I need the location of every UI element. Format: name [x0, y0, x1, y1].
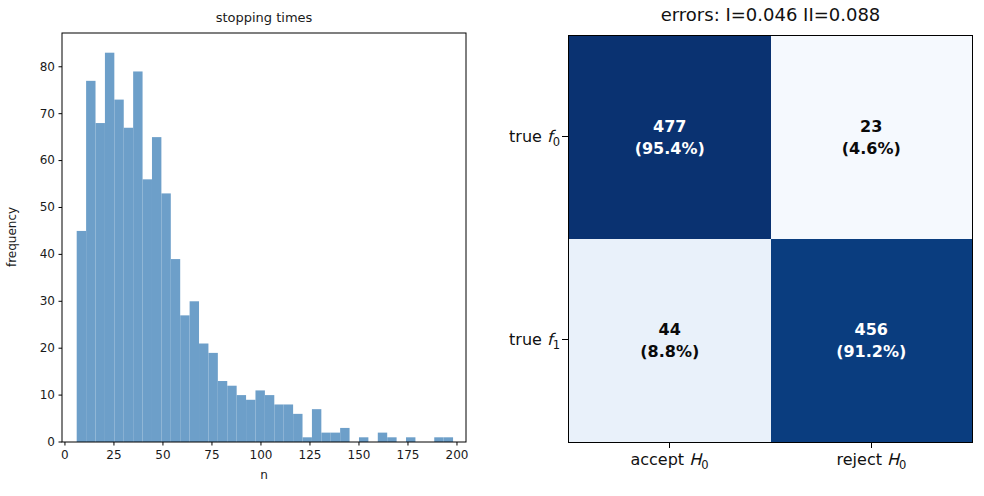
y-tick-label: 10: [40, 388, 55, 402]
confusion-matrix-grid: 477 (95.4%) 23 (4.6%) 44 (8.8%) 456 (91.…: [568, 35, 973, 443]
hist-bar: [124, 128, 133, 442]
hist-bar: [255, 390, 264, 442]
col-label-var: H: [689, 450, 701, 469]
col-label-text: reject: [837, 450, 882, 469]
y-tick-label: 40: [40, 247, 55, 261]
col-label-sub: 0: [899, 458, 906, 472]
hist-bar: [190, 301, 199, 442]
hist-bar: [114, 100, 123, 442]
cell-count: 44: [659, 319, 681, 341]
x-tick-label: 175: [397, 448, 420, 462]
x-axis-ticks: 0 25 50 75 100 125 150 175 200: [61, 442, 468, 462]
x-axis-label: n: [260, 468, 268, 482]
row-label-true-f0: true f0: [450, 126, 560, 148]
hist-bar: [208, 353, 217, 442]
cell-count: 23: [860, 116, 882, 138]
hist-bar: [152, 137, 161, 442]
hist-bar: [218, 381, 227, 442]
hist-bar: [359, 437, 368, 442]
x-tick-label: 50: [155, 448, 170, 462]
hist-bar: [444, 437, 453, 442]
x-tick-label: 75: [204, 448, 219, 462]
col-label-reject-h0: reject H0: [770, 450, 973, 469]
hist-bar: [96, 123, 105, 442]
cell-count: 456: [855, 319, 888, 341]
y-axis-ticks: 0 10 20 30 40 50 60 70 80: [40, 60, 62, 449]
histogram-title: stopping times: [216, 10, 313, 25]
col-label-var: H: [887, 450, 899, 469]
hist-bar: [378, 433, 387, 442]
row-label-text: true: [509, 330, 542, 349]
y-tick-label: 60: [40, 153, 55, 167]
hist-bar: [387, 437, 396, 442]
x-tickmark: [871, 443, 872, 448]
row-label-text: true: [509, 127, 542, 146]
confusion-matrix-title: errors: I=0.046 II=0.088: [568, 4, 973, 25]
figure: 0255075100125150175200 01020304050607080…: [0, 0, 984, 496]
hist-bar: [312, 409, 321, 442]
cell-percent: (95.4%): [635, 138, 705, 160]
y-tick-label: 70: [40, 107, 55, 121]
y-tickmark: [562, 136, 568, 137]
hist-bar: [237, 395, 246, 442]
hist-bar: [171, 259, 180, 442]
y-axis-label: frequency: [5, 207, 19, 267]
y-tick-label: 0: [47, 435, 55, 449]
y-tick-label: 50: [40, 200, 55, 214]
y-tick-label: 30: [40, 294, 55, 308]
hist-bar: [143, 179, 152, 442]
col-label-accept-h0: accept H0: [568, 450, 771, 469]
cell-count: 477: [653, 116, 686, 138]
y-tick-label: 80: [40, 60, 55, 74]
hist-bar: [227, 386, 236, 442]
hist-bar: [303, 437, 312, 442]
row-label-true-f1: true f1: [450, 329, 560, 351]
stopping-times-chart: 0 25 50 75 100 125 150 175 200 0 10 20 30 40 50 60 70 80…: [0, 0, 496, 496]
hist-bar: [77, 231, 86, 442]
y-tickmark: [562, 339, 568, 340]
x-tick-label: 100: [250, 448, 273, 462]
col-label-sub: 0: [701, 458, 708, 472]
x-tick-label: 125: [299, 448, 322, 462]
x-tick-label: 25: [106, 448, 121, 462]
hist-bar: [406, 437, 415, 442]
x-tick-label: 200: [446, 448, 469, 462]
hist-bar: [86, 81, 95, 442]
cell-true-f0-reject-h0: 23 (4.6%): [771, 36, 973, 239]
hist-bar: [265, 395, 274, 442]
x-tick-label: 0: [61, 448, 69, 462]
hist-bar: [434, 437, 443, 442]
cell-percent: (91.2%): [836, 341, 906, 363]
hist-bar: [105, 53, 114, 442]
hist-bar: [284, 404, 293, 442]
col-label-text: accept: [630, 450, 684, 469]
cell-percent: (8.8%): [640, 341, 699, 363]
histogram-bars: [77, 53, 453, 442]
hist-bar: [161, 193, 170, 442]
cell-true-f0-accept-h0: 477 (95.4%): [569, 36, 771, 239]
hist-bar: [321, 433, 330, 442]
row-label-sub: 0: [553, 135, 560, 149]
row-label-sub: 1: [553, 338, 560, 352]
x-tickmark: [669, 443, 670, 448]
hist-bar: [293, 414, 302, 442]
y-tick-label: 20: [40, 341, 55, 355]
hist-bar: [246, 400, 255, 442]
hist-bar: [180, 315, 189, 442]
hist-bar: [199, 344, 208, 442]
hist-bar: [133, 71, 142, 442]
cell-true-f1-reject-h0: 456 (91.2%): [771, 239, 973, 442]
hist-bar: [331, 433, 340, 442]
x-tick-label: 150: [348, 448, 371, 462]
hist-bar: [274, 404, 283, 442]
cell-percent: (4.6%): [842, 138, 901, 160]
cell-true-f1-accept-h0: 44 (8.8%): [569, 239, 771, 442]
hist-bar: [340, 428, 349, 442]
